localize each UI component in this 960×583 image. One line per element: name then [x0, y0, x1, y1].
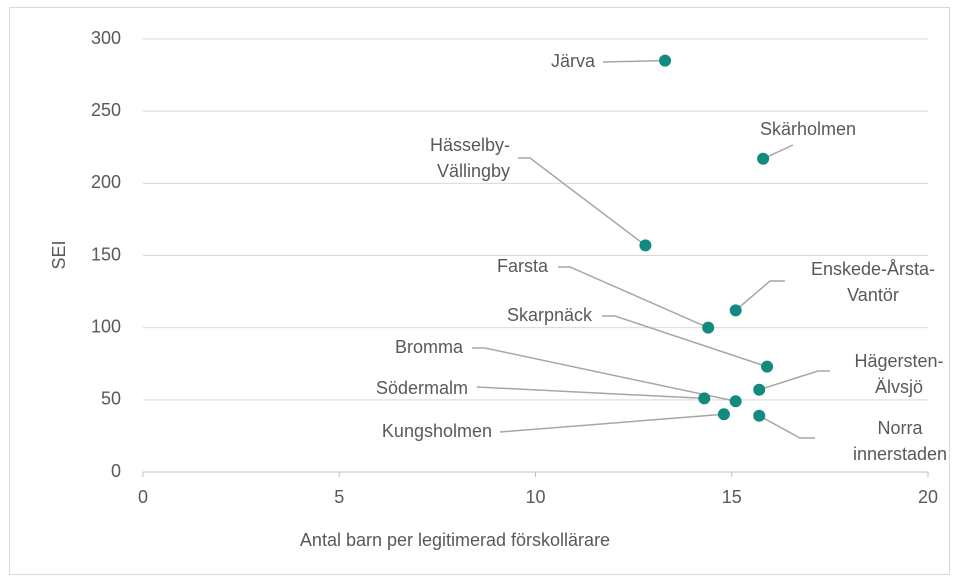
y-tick-label: 50 [101, 389, 121, 409]
point-label: innerstaden [853, 444, 947, 464]
point [698, 392, 711, 405]
point-label: Skärholmen [760, 119, 856, 139]
leader-line [735, 280, 785, 311]
y-axis-title: SEI [49, 240, 69, 269]
point-label: Hässelby- [430, 135, 510, 155]
point [753, 409, 766, 422]
leader-line [558, 266, 709, 329]
point [729, 395, 742, 408]
point-label: Hägersten- [854, 351, 943, 371]
point-label: Bromma [395, 337, 464, 357]
leader-line [602, 59, 666, 63]
y-tick-label: 150 [91, 244, 121, 264]
point-label: Södermalm [376, 378, 468, 398]
point [639, 239, 652, 252]
leader-line [518, 157, 646, 246]
x-tick-label: 5 [334, 487, 344, 507]
x-tick-label: 0 [138, 487, 148, 507]
leader-line [472, 347, 736, 403]
point [717, 408, 730, 421]
y-tick-label: 0 [111, 461, 121, 481]
leader-line [499, 413, 724, 433]
leader-line [758, 370, 830, 391]
x-axis-title: Antal barn per legitimerad förskollärare [300, 530, 610, 550]
y-tick-label: 200 [91, 172, 121, 192]
point [757, 152, 770, 165]
point-label: Enskede-Årsta- [811, 259, 935, 279]
point-label: Kungsholmen [382, 421, 492, 441]
chart-frame [9, 7, 950, 575]
point [753, 383, 766, 396]
x-tick-label: 20 [918, 487, 938, 507]
point-label: Farsta [497, 256, 549, 276]
point-label: Järva [551, 51, 596, 71]
y-tick-label: 100 [91, 316, 121, 336]
point-label: Älvsjö [875, 377, 923, 397]
point-label: Skarpnäck [507, 305, 593, 325]
point [761, 360, 774, 373]
point-label: Norra [877, 418, 923, 438]
leader-line [758, 415, 815, 439]
point-label: Vällingby [437, 161, 510, 181]
y-tick-label: 250 [91, 100, 121, 120]
y-tick-label: 300 [91, 28, 121, 48]
x-tick-label: 15 [722, 487, 742, 507]
leader-line [476, 386, 705, 400]
point [729, 304, 742, 317]
point [702, 321, 715, 334]
point-label: Vantör [847, 285, 899, 305]
leader-line [602, 315, 768, 368]
point [659, 54, 672, 67]
x-tick-label: 10 [525, 487, 545, 507]
